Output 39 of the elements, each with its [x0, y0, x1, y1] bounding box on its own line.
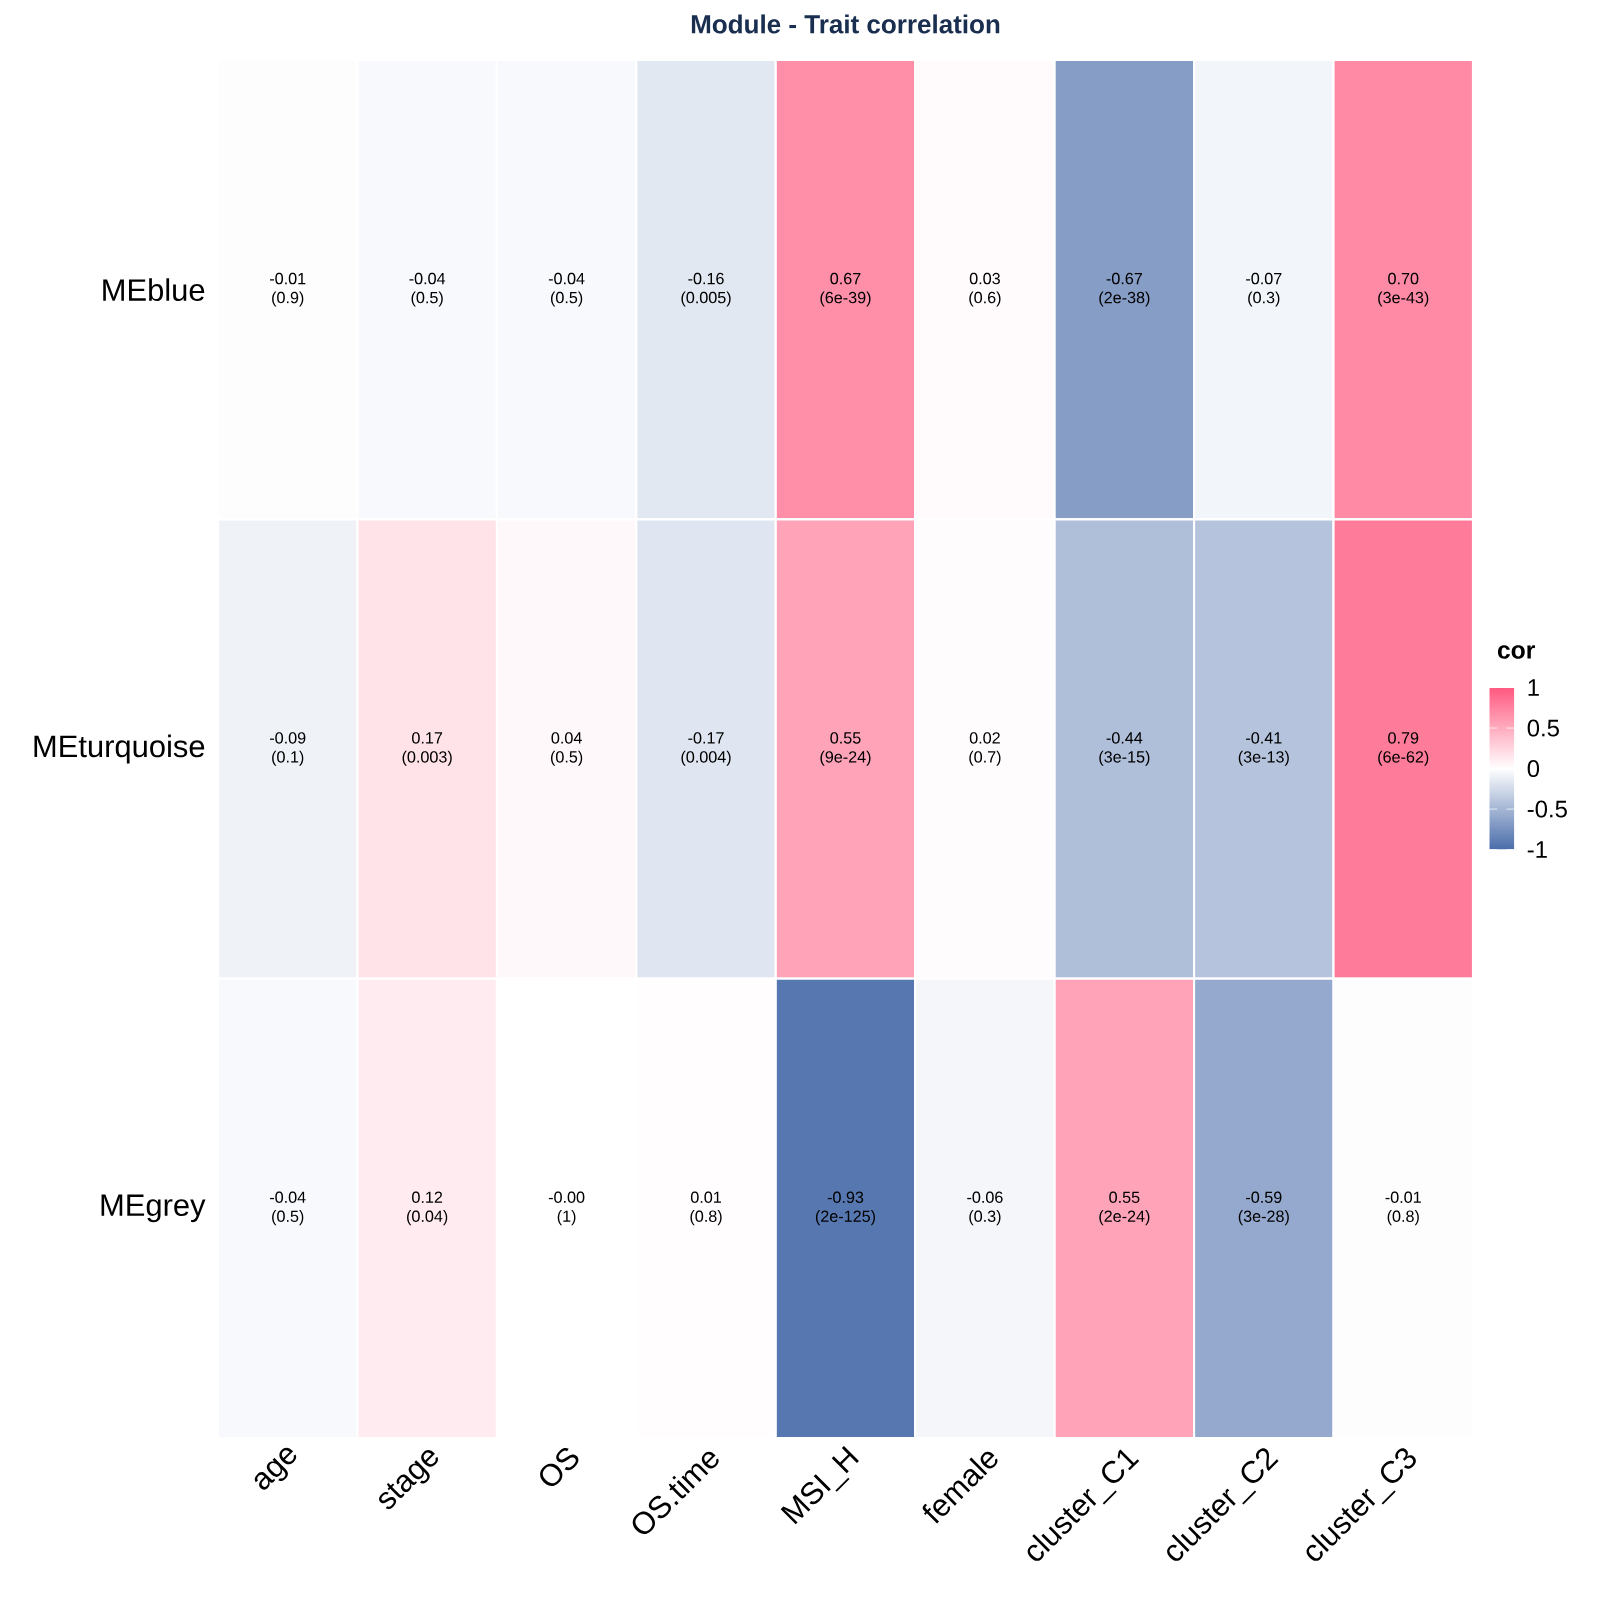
data-label: 0.04 (0.5) — [550, 732, 583, 766]
data-label: -0.93 (2e-125) — [815, 1191, 875, 1226]
color-bar-label: -1 — [1527, 841, 1547, 858]
data-label: 0.70 (3e-43) — [1378, 272, 1429, 307]
color-bar-title: cor — [1497, 645, 1535, 659]
data-label: -0.67 (2e-38) — [1099, 272, 1150, 307]
data-label: -0.01 (0.9) — [270, 272, 306, 307]
color-bar-label: 0.5 — [1527, 719, 1559, 737]
data-label: 0.12 (0.04) — [407, 1191, 448, 1226]
data-label: -0.16 (0.005) — [681, 272, 731, 307]
data-label: 0.79 (6e-62) — [1378, 732, 1429, 766]
color-bar-label: 0 — [1527, 760, 1540, 778]
data-label: 0.55 (2e-24) — [1099, 1191, 1150, 1226]
data-label: -0.01 (0.8) — [1385, 1191, 1421, 1226]
data-label: 0.02 (0.7) — [969, 732, 1001, 766]
color-bar-label: 1 — [1528, 679, 1539, 696]
x-tick-label: OS — [540, 1447, 579, 1486]
data-label: -0.07 (0.3) — [1246, 272, 1282, 307]
data-label: -0.09 (0.1) — [270, 732, 306, 766]
data-label: 0.01 (0.8) — [690, 1191, 722, 1226]
data-label: -0.04 (0.5) — [548, 272, 585, 307]
data-label: -0.41 (3e-13) — [1238, 732, 1289, 766]
data-label: -0.17 (0.004) — [681, 732, 731, 766]
y-tick-label: MEgrey — [101, 1194, 206, 1223]
data-label: -0.44 (3e-15) — [1099, 732, 1150, 766]
data-label: 0.67 (6e-39) — [820, 272, 871, 307]
data-label: -0.06 (0.3) — [967, 1191, 1003, 1226]
y-tick-label: MEturquoise — [34, 734, 205, 764]
data-label: 0.03 (0.6) — [969, 272, 1001, 307]
data-label: 0.17 (0.003) — [402, 732, 452, 766]
data-label: -0.04 (0.5) — [409, 272, 446, 307]
color-bar-label: -0.5 — [1527, 800, 1567, 818]
x-tick-label: age — [254, 1447, 297, 1490]
data-label: 0.55 (9e-24) — [820, 732, 871, 766]
chart-title: Module - Trait correlation — [691, 14, 1000, 34]
data-label: -0.04 (0.5) — [270, 1191, 306, 1226]
data-label: -0.59 (3e-28) — [1238, 1191, 1289, 1226]
data-label: -0.00 (1) — [548, 1191, 585, 1226]
y-tick-label: MEblue — [103, 278, 205, 302]
